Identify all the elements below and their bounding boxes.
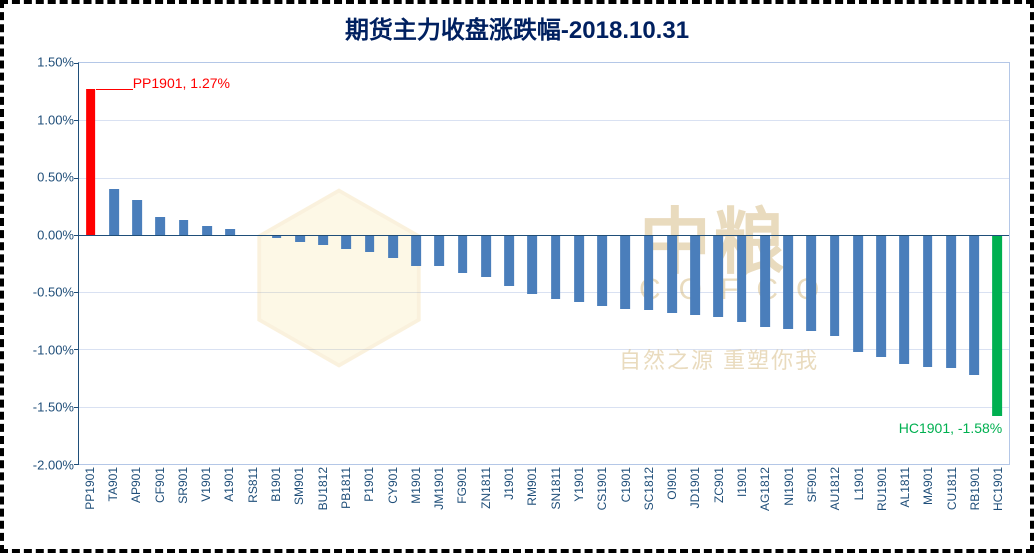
x-tick-label: L1901 [852,467,866,500]
bar [644,235,654,311]
y-axis: -2.00%-1.50%-1.00%-0.50%0.00%0.50%1.00%1… [18,62,78,465]
callout-max: PP1901, 1.27% [133,75,230,91]
y-tick-label: -1.50% [18,400,74,415]
plot-area: 中粮 COFCO 自然之源 重塑你我 PP1901, 1.27%HC1901, … [78,62,1010,465]
x-tick-label: M1901 [409,467,423,504]
bar [621,235,631,309]
x-tick-label: AL1811 [898,467,912,507]
bar [411,235,421,266]
x-tick-label: SF901 [805,467,819,502]
x-axis: PP1901 TA901 AP901 CF901 SR901 V1901 A1901 RS81… [78,465,1010,535]
bar [86,89,96,235]
x-tick-label: CF901 [153,467,167,503]
bar [876,235,886,358]
x-tick-label: SC1812 [642,467,656,510]
x-tick-label: HC1901 [991,467,1005,511]
bar [969,235,979,375]
chart-area: -2.00%-1.50%-1.00%-0.50%0.00%0.50%1.00%1… [18,62,1016,535]
x-tick-label: I1901 [735,467,749,497]
x-tick-label: PB1811 [339,467,353,509]
y-tick-label: 1.00% [18,112,74,127]
bar [528,235,538,295]
x-tick-label: AG1812 [758,467,772,511]
bar [132,200,142,234]
bar [946,235,956,368]
y-tick-label: 0.50% [18,170,74,185]
x-tick-label: RM901 [525,467,539,506]
bar [993,235,1003,416]
bar [551,235,561,299]
bar [690,235,700,315]
x-tick-label: AP901 [129,467,143,503]
x-tick-label: C1901 [619,467,633,502]
bar [458,235,468,273]
bar [923,235,933,367]
bar [179,220,189,235]
gridline [79,349,1009,350]
x-tick-label: NI1901 [782,467,796,506]
bar [295,235,305,242]
bar [807,235,817,331]
bar [830,235,840,336]
x-tick-label: V1901 [199,467,213,502]
x-tick-label: TA901 [106,467,120,501]
bar [156,217,166,235]
x-tick-label: JM1901 [432,467,446,510]
x-tick-label: CS1901 [595,467,609,510]
x-tick-label: A1901 [222,467,236,502]
x-tick-label: RU1901 [875,467,889,511]
bar [388,235,398,258]
bar [202,226,212,235]
y-tick-label: -1.00% [18,342,74,357]
zero-baseline [79,235,1009,236]
x-tick-label: BU1812 [316,467,330,510]
y-tick-label: -2.00% [18,458,74,473]
x-tick-label: RS811 [246,467,260,503]
bar [853,235,863,352]
bar [574,235,584,303]
y-tick-label: -0.50% [18,285,74,300]
x-tick-label: B1901 [269,467,283,502]
bar [504,235,514,287]
x-tick-label: P1901 [362,467,376,502]
x-tick-label: ZN1811 [479,467,493,509]
x-tick-label: ZC901 [712,467,726,503]
gridline [79,407,1009,408]
y-tick-label: 0.00% [18,227,74,242]
bar [481,235,491,277]
gridline [79,178,1009,179]
y-tick-label: 1.50% [18,55,74,70]
bar [737,235,747,322]
bar [783,235,793,329]
bar [318,235,328,245]
x-tick-label: PP1901 [83,467,97,510]
gridline [79,120,1009,121]
bar [760,235,770,327]
x-tick-label: MA901 [921,467,935,505]
x-tick-label: Y1901 [572,467,586,502]
bars-layer [79,63,1009,464]
bar [109,189,119,235]
x-tick-label: CY901 [386,467,400,504]
x-tick-label: SN1811 [549,467,563,509]
gridline [79,292,1009,293]
x-tick-label: OI901 [665,467,679,500]
x-tick-label: SM901 [292,467,306,505]
x-tick-label: J1901 [502,467,516,500]
chart-title: 期货主力收盘涨跌幅-2018.10.31 [4,10,1030,45]
bar [365,235,375,252]
x-tick-label: AU1812 [828,467,842,510]
bar [900,235,910,364]
x-tick-label: FG901 [455,467,469,504]
bar [714,235,724,317]
x-tick-label: JD1901 [688,467,702,508]
bar [597,235,607,306]
x-tick-label: SR901 [176,467,190,504]
bar [435,235,445,266]
callout-min: HC1901, -1.58% [899,420,1003,436]
x-tick-label: CU1811 [945,467,959,510]
bar [667,235,677,313]
bar [342,235,352,249]
x-tick-label: RB1901 [968,467,982,510]
